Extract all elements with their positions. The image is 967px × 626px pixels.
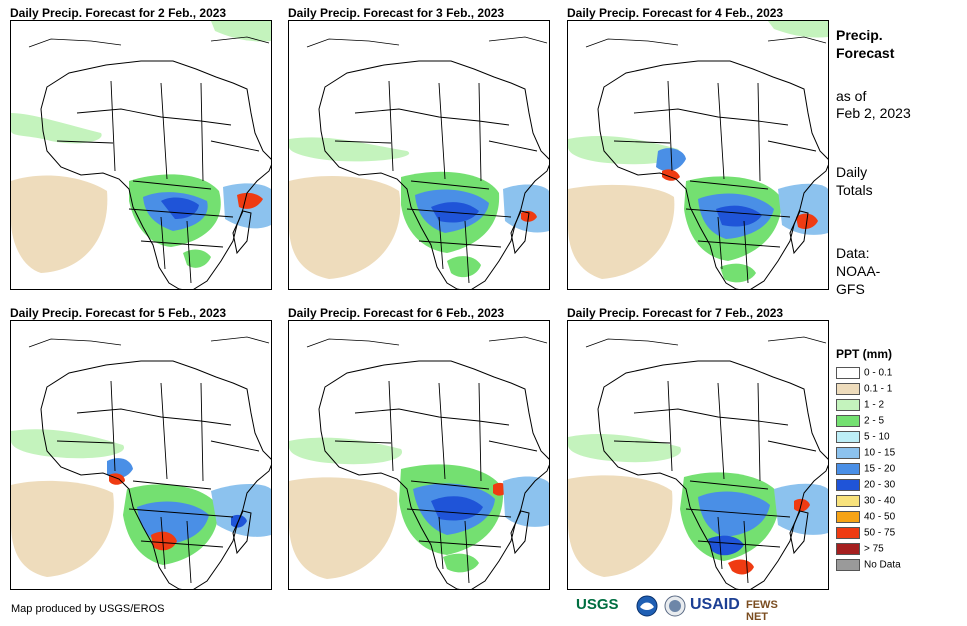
legend-label: 30 - 40 [864, 495, 896, 507]
legend-swatch [836, 559, 860, 571]
legend-item: 0.1 - 1 [836, 383, 892, 395]
usgs-logo: USGS [576, 596, 632, 613]
daily-line1: Daily [836, 164, 868, 180]
legend-item: 15 - 20 [836, 463, 895, 475]
legend-swatch [836, 447, 860, 459]
legend-swatch [836, 367, 860, 379]
daily-line2: Totals [836, 182, 873, 198]
legend-item: 1 - 2 [836, 399, 884, 411]
data-line2: NOAA- [836, 263, 881, 279]
legend-label: 10 - 15 [864, 447, 896, 459]
legend-label: 5 - 10 [864, 431, 890, 443]
legend-item: 10 - 15 [836, 447, 895, 459]
asof-line2: Feb 2, 2023 [836, 105, 911, 121]
legend-swatch [836, 383, 860, 395]
legend-label: 50 - 75 [864, 527, 896, 539]
precip-map [10, 320, 272, 590]
legend-label: 0.1 - 1 [864, 383, 893, 395]
panel-title: Daily Precip. Forecast for 5 Feb., 2023 [10, 306, 227, 320]
legend-swatch [836, 511, 860, 523]
legend-swatch [836, 415, 860, 427]
precip-map [567, 20, 829, 290]
legend-item: 30 - 40 [836, 495, 895, 507]
legend-swatch [836, 463, 860, 475]
legend-label: 0 - 0.1 [864, 367, 893, 379]
precip-map [288, 320, 550, 590]
doi-seal-logo [664, 595, 686, 622]
legend-label: 20 - 30 [864, 479, 896, 491]
asof-line1: as of [836, 88, 867, 104]
fewsnet-logo-text: FEWS NET [746, 599, 778, 623]
legend-label: 2 - 5 [864, 415, 885, 427]
legend-title: PPT (mm) [836, 347, 893, 361]
legend-label: 15 - 20 [864, 463, 896, 475]
legend-item: > 75 [836, 543, 884, 555]
panel-title: Daily Precip. Forecast for 6 Feb., 2023 [288, 306, 505, 320]
legend-swatch [836, 543, 860, 555]
precip-map [288, 20, 550, 290]
precip-map [10, 20, 272, 290]
panel-title: Daily Precip. Forecast for 3 Feb., 2023 [288, 6, 505, 20]
legend-swatch [836, 479, 860, 491]
panel-title: Daily Precip. Forecast for 7 Feb., 2023 [567, 306, 784, 320]
legend-item: 0 - 0.1 [836, 367, 892, 379]
legend-label: 1 - 2 [864, 399, 885, 411]
panel-title: Daily Precip. Forecast for 2 Feb., 2023 [10, 6, 227, 20]
heading-line1: Precip. [836, 27, 883, 43]
legend-swatch [836, 527, 860, 539]
noaa-logo [636, 595, 658, 622]
fewsnet-logo: FEWS NET [746, 599, 778, 623]
legend-label: > 75 [864, 543, 884, 555]
data-line3: GFS [836, 281, 865, 297]
precip-map [567, 320, 829, 590]
panel-title: Daily Precip. Forecast for 4 Feb., 2023 [567, 6, 784, 20]
legend-item: 5 - 10 [836, 431, 890, 443]
usaid-logo-text: USAID [690, 596, 740, 613]
legend-item: 40 - 50 [836, 511, 895, 523]
usgs-logo-text: USGS [576, 596, 619, 613]
legend-swatch [836, 431, 860, 443]
map-credit: Map produced by USGS/EROS [11, 603, 165, 615]
legend-item: 50 - 75 [836, 527, 895, 539]
legend-label: No Data [864, 559, 901, 571]
data-line1: Data: [836, 245, 870, 261]
legend-swatch [836, 399, 860, 411]
heading-line2: Forecast [836, 45, 895, 61]
usaid-logo: USAID [690, 596, 740, 614]
legend-item: 20 - 30 [836, 479, 895, 491]
legend-swatch [836, 495, 860, 507]
legend-label: 40 - 50 [864, 511, 896, 523]
legend-item: No Data [836, 559, 901, 571]
legend-item: 2 - 5 [836, 415, 884, 427]
